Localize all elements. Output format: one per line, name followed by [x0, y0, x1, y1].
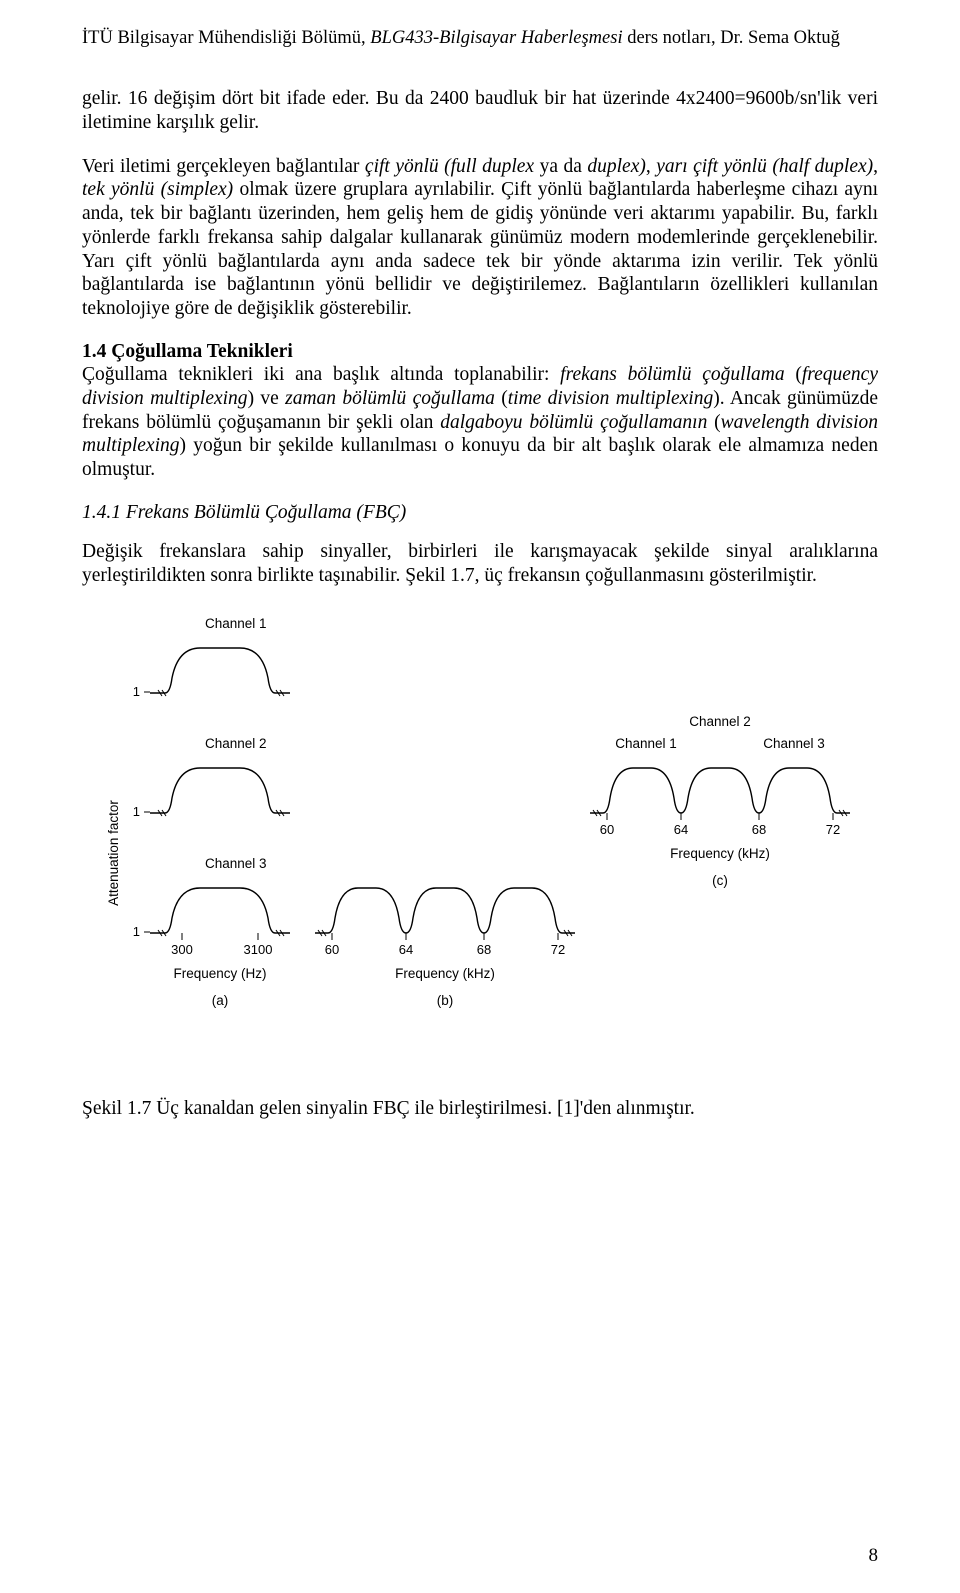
a-ch3-ytick: 1 [133, 924, 140, 939]
yaxis-label: Attenuation factor [106, 799, 121, 905]
header-inst: İTÜ Bilgisayar Mühendisliği Bölümü, [82, 28, 366, 48]
subsection-1-4-1-head: 1.4.1 Frekans Bölümlü Çoğullama (FBÇ) [82, 502, 878, 524]
header-course: BLG433-Bilgisayar Haberleşmesi [370, 28, 622, 48]
b-curve [315, 888, 575, 933]
b-xt-64: 64 [399, 942, 413, 957]
figure-caption: Şekil 1.7 Üç kanaldan gelen sinyalin FBÇ… [82, 1098, 878, 1120]
panel-a: Channel 1 1 Channel 2 1 Channel 3 1 [133, 616, 290, 1008]
b-xt-68: 68 [477, 942, 491, 957]
ch2-label: Channel 2 [205, 736, 267, 751]
c-ch3-label: Channel 3 [763, 736, 825, 751]
panel-b: 60 64 68 72 Frequency (kHz) (b) [315, 888, 575, 1008]
c-xt-72: 72 [826, 822, 840, 837]
c-xlabel: Frequency (kHz) [670, 846, 770, 861]
c-xt-64: 64 [674, 822, 688, 837]
page-header: İTÜ Bilgisayar Mühendisliği Bölümü, BLG4… [82, 28, 878, 49]
paragraph-1: gelir. 16 değişim dört bit ifade eder. B… [82, 87, 878, 135]
b-sublabel: (b) [437, 993, 454, 1008]
figure-1-7: Attenuation factor Channel 1 1 Channel 2… [100, 608, 860, 1068]
a-xtick-3100: 3100 [244, 942, 273, 957]
page-number: 8 [869, 1545, 879, 1567]
page-root: İTÜ Bilgisayar Mühendisliği Bölümü, BLG4… [0, 0, 960, 1593]
c-xt-60: 60 [600, 822, 614, 837]
c-xt-68: 68 [752, 822, 766, 837]
c-sublabel: (c) [712, 873, 728, 888]
header-rest: ders notları, Dr. Sema Oktuğ [627, 28, 840, 48]
b-xt-60: 60 [325, 942, 339, 957]
paragraph-2: Veri iletimi gerçekleyen bağlantılar çif… [82, 155, 878, 321]
a-ch2-ytick: 1 [133, 804, 140, 819]
paragraph-4: Değişik frekanslara sahip sinyaller, bir… [82, 540, 878, 588]
a-ch1-ytick: 1 [133, 684, 140, 699]
c-ch1-label: Channel 1 [615, 736, 677, 751]
ch1-label: Channel 1 [205, 616, 267, 631]
panel-c: Channel 2 Channel 1 Channel 3 60 64 68 7… [590, 714, 850, 888]
a-xtick-300: 300 [171, 942, 193, 957]
b-xt-72: 72 [551, 942, 565, 957]
a-ch1-curve [150, 648, 290, 693]
a-ch2-curve [150, 768, 290, 813]
c-curve [590, 768, 850, 813]
ch3-label: Channel 3 [205, 856, 267, 871]
a-sublabel: (a) [212, 993, 229, 1008]
paragraph-3: Çoğullama teknikleri iki ana başlık altı… [82, 363, 878, 482]
a-ch3-curve [150, 888, 290, 933]
c-ch2-label: Channel 2 [689, 714, 751, 729]
b-xlabel: Frequency (kHz) [395, 966, 495, 981]
section-1-4-head: 1.4 Çoğullama Teknikleri [82, 341, 878, 363]
a-xlabel: Frequency (Hz) [173, 966, 266, 981]
